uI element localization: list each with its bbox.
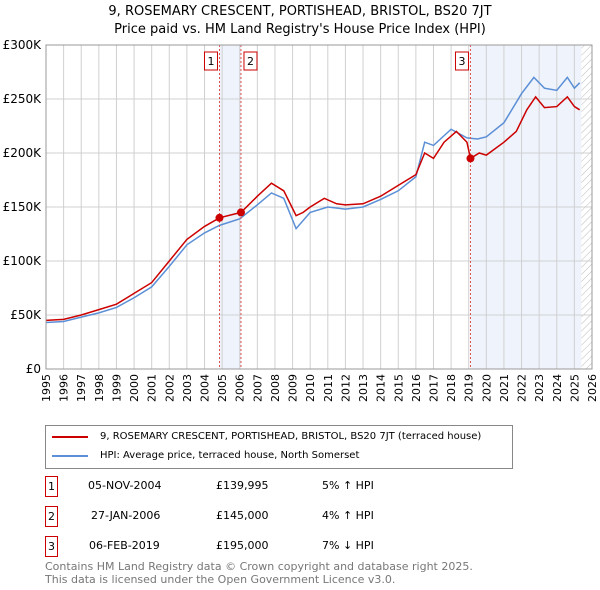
y-tick-label: £0: [26, 362, 41, 376]
x-tick-label: 2019: [463, 374, 476, 402]
sale-row: 3 06-FEB-2019 £195,000 7% ↓ HPI: [45, 536, 445, 557]
x-tick-label: 2012: [339, 374, 352, 402]
x-tick-label: 1997: [75, 374, 88, 402]
x-tick-label: 1999: [110, 374, 123, 402]
legend-label-hpi: HPI: Average price, terraced house, Nort…: [100, 450, 360, 461]
x-tick-label: 2009: [287, 374, 300, 402]
chart-subtitle: Price paid vs. HM Land Registry's House …: [114, 22, 486, 37]
x-tick-label: 2026: [586, 374, 599, 402]
sale-marker-label: 3: [45, 536, 58, 557]
sale-price: £139,995: [216, 479, 269, 492]
x-tick-label: 2016: [410, 374, 423, 402]
sale-marker-box: [454, 51, 469, 71]
x-tick-label: 2000: [128, 374, 141, 402]
x-tick-label: 2011: [322, 374, 335, 402]
hpi-line: [45, 76, 581, 324]
x-tick-label: 2014: [375, 374, 388, 402]
sale-marker-label: 1: [207, 55, 214, 68]
x-tick-label: 2007: [251, 374, 264, 402]
sale-date: 05-NOV-2004: [88, 479, 162, 492]
x-tick-label: 2025: [568, 374, 581, 402]
x-tick-label: 2023: [533, 374, 546, 402]
sale-price: £145,000: [216, 509, 269, 522]
sale-hpi-diff: 5% ↑ HPI: [322, 479, 374, 492]
sale-hpi-diff: 7% ↓ HPI: [322, 539, 374, 552]
y-tick-label: £150K: [3, 200, 43, 214]
chart: 1 2 3 1995 1996 1997 1998 1999 2000 2001 2002 2003 2…: [3, 38, 599, 402]
footer-line: This data is licensed under the Open Gov…: [45, 573, 396, 586]
legend: 9, ROSEMARY CRESCENT, PORTISHEAD, BRISTO…: [45, 425, 513, 469]
sale-date: 06-FEB-2019: [89, 539, 160, 552]
y-tick-label: £250K: [3, 92, 43, 106]
x-tick-label: 2017: [427, 374, 440, 402]
x-tick-label: 2022: [516, 374, 529, 402]
x-tick-label: 2002: [163, 374, 176, 402]
sale-point: [236, 208, 245, 217]
legend-swatch-hpi: [52, 454, 88, 457]
x-tick-label: 2024: [551, 374, 564, 402]
x-tick-label: 2013: [357, 374, 370, 402]
sale-marker-label: 3: [458, 55, 465, 68]
x-tick-label: 2020: [480, 374, 493, 402]
sale-date: 27-JAN-2006: [91, 509, 161, 522]
y-tick-label: £200K: [3, 146, 43, 160]
sale-marker-label: 2: [247, 55, 254, 68]
x-tick-label: 2006: [234, 374, 247, 402]
sale-marker-label: 1: [45, 476, 58, 497]
sale-price: £195,000: [216, 539, 269, 552]
plot-border: [45, 44, 593, 370]
sale-point: [466, 154, 475, 163]
sale-marker-label: 2: [45, 506, 58, 527]
x-tick-label: 2021: [498, 374, 511, 402]
x-tick-label: 2001: [146, 374, 159, 402]
x-tick-label: 2018: [445, 374, 458, 402]
sale-marker-box: [203, 51, 218, 71]
legend-swatch-property: [52, 435, 88, 438]
footer-line: Contains HM Land Registry data © Crown c…: [45, 560, 473, 573]
y-tick-label: £50K: [10, 308, 42, 322]
sale-point: [215, 213, 224, 222]
chart-title: 9, ROSEMARY CRESCENT, PORTISHEAD, BRISTO…: [108, 4, 492, 19]
legend-label-property: 9, ROSEMARY CRESCENT, PORTISHEAD, BRISTO…: [100, 431, 482, 442]
x-tick-label: 2003: [181, 374, 194, 402]
sale-hpi-diff: 4% ↑ HPI: [322, 509, 374, 522]
y-tick-label: £100K: [3, 254, 43, 268]
y-tick-label: £300K: [3, 38, 43, 52]
x-tick-label: 1995: [40, 374, 53, 402]
x-tick-label: 1996: [58, 374, 71, 402]
x-tick-label: 2015: [392, 374, 405, 402]
sale-row: 2 27-JAN-2006 £145,000 4% ↑ HPI: [45, 506, 445, 527]
x-tick-label: 2008: [269, 374, 282, 402]
sale-marker-box: [243, 51, 258, 71]
x-tick-label: 2004: [199, 374, 212, 402]
x-tick-label: 2005: [216, 374, 229, 402]
x-tick-label: 2010: [304, 374, 317, 402]
property-price-line: [45, 95, 581, 322]
footer: Contains HM Land Registry data © Crown c…: [45, 560, 473, 586]
sale-row: 1 05-NOV-2004 £139,995 5% ↑ HPI: [45, 476, 445, 497]
x-tick-label: 1998: [93, 374, 106, 402]
